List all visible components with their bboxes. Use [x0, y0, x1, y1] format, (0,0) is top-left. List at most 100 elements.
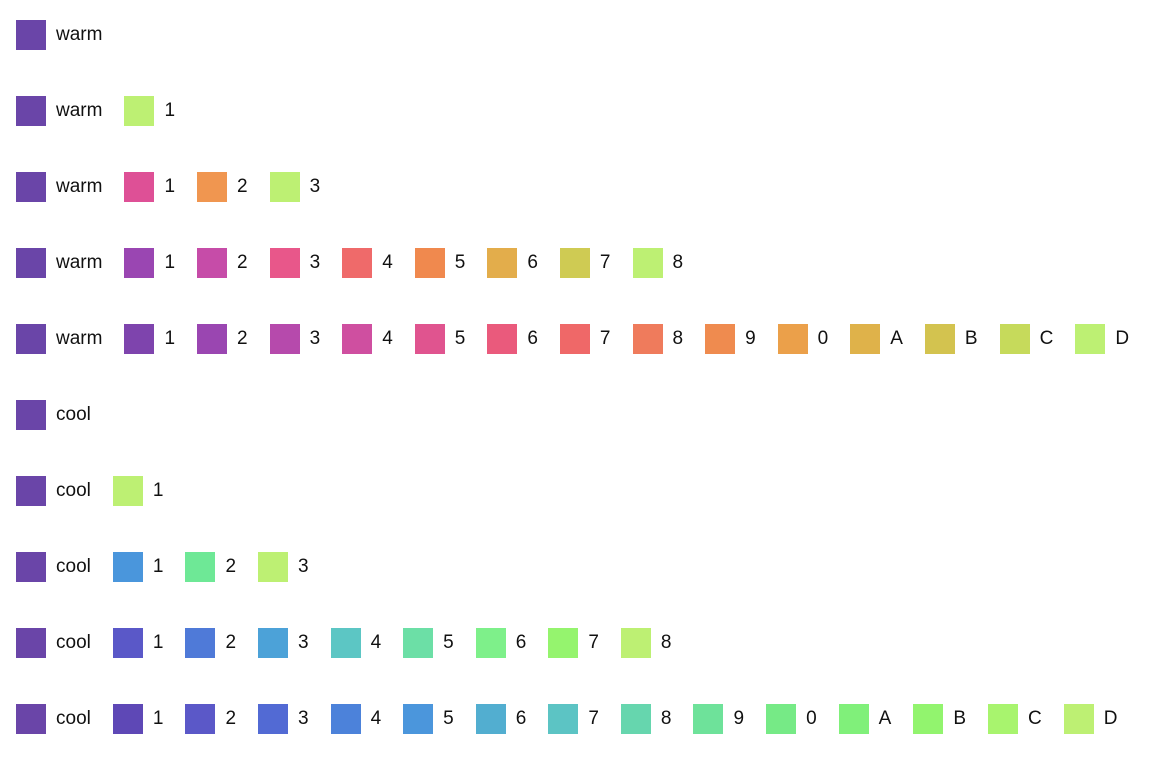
- palette-name-label: cool: [56, 556, 91, 577]
- color-swatch: [197, 324, 228, 354]
- color-step-label: 0: [806, 708, 817, 729]
- color-swatch: [124, 172, 155, 202]
- color-step-item: 3: [269, 248, 320, 278]
- color-step-label: 2: [237, 328, 248, 349]
- swatch-rows: warm warm 1 warm 1 2 3 warm 1 2 3 4 5 6 7 8 warm 1 2 3 4 5 6 7 8…: [16, 20, 1146, 780]
- color-swatch: [258, 704, 289, 734]
- color-step-label: 8: [660, 632, 672, 653]
- color-swatch: [403, 704, 434, 734]
- color-swatch: [548, 704, 579, 734]
- color-step-item: 7: [559, 324, 611, 354]
- color-step-item: 6: [487, 248, 538, 278]
- color-step-label: 1: [152, 480, 164, 501]
- color-step-label: 1: [164, 328, 176, 349]
- color-step-item: 1: [124, 324, 175, 354]
- swatch-row: cool: [16, 400, 1146, 430]
- color-step-item: B: [924, 324, 978, 354]
- color-step-item: 9: [705, 324, 756, 354]
- color-swatch: [487, 324, 518, 354]
- color-step-label: 1: [152, 708, 164, 729]
- color-step-label: 7: [599, 252, 611, 273]
- color-swatch: [16, 704, 46, 734]
- color-step-label: 3: [309, 176, 321, 197]
- palette-name-item: cool: [16, 704, 91, 734]
- color-swatch: [185, 628, 216, 658]
- color-swatch: [913, 704, 944, 734]
- palette-name-label: warm: [56, 176, 103, 197]
- color-swatch: [185, 552, 216, 582]
- color-step-item: 9: [693, 704, 744, 734]
- color-step-item: 2: [185, 552, 236, 582]
- color-step-item: 1: [112, 628, 163, 658]
- color-step-item: 2: [197, 248, 248, 278]
- swatch-row: warm 1 2 3: [16, 172, 1146, 202]
- color-swatch: [1063, 704, 1094, 734]
- color-step-label: C: [1028, 708, 1042, 729]
- color-step-label: 6: [515, 708, 527, 729]
- color-step-label: 8: [660, 708, 672, 729]
- color-step-label: 2: [237, 252, 248, 273]
- color-step-item: 8: [632, 248, 684, 278]
- color-step-item: 3: [258, 704, 309, 734]
- color-swatch: [258, 628, 289, 658]
- color-step-label: 4: [370, 708, 382, 729]
- color-step-item: A: [838, 704, 891, 734]
- color-step-item: 1: [124, 172, 175, 202]
- color-step-label: 1: [164, 100, 176, 121]
- color-step-label: 1: [152, 556, 164, 577]
- color-step-item: 8: [632, 324, 683, 354]
- palette-name-item: cool: [16, 476, 91, 506]
- color-swatch: [403, 628, 434, 658]
- color-step-label: 3: [298, 632, 309, 653]
- color-step-item: 7: [559, 248, 611, 278]
- color-swatch: [632, 324, 663, 354]
- color-swatch: [197, 172, 228, 202]
- color-step-item: C: [988, 704, 1042, 734]
- color-step-label: A: [890, 328, 903, 349]
- swatch-row: cool 1: [16, 476, 1146, 506]
- color-step-item: 4: [330, 704, 382, 734]
- color-step-item: 2: [197, 324, 248, 354]
- color-step-item: 4: [342, 324, 393, 354]
- color-swatch: [16, 248, 46, 278]
- color-step-item: 5: [414, 324, 465, 354]
- color-step-item: 2: [197, 172, 248, 202]
- color-step-item: 8: [620, 628, 672, 658]
- color-swatch: [999, 324, 1030, 354]
- color-swatch: [16, 172, 46, 202]
- palette-name-item: warm: [16, 172, 102, 202]
- color-step-label: 2: [225, 556, 237, 577]
- palette-name-label: cool: [56, 708, 91, 729]
- color-step-label: D: [1103, 708, 1118, 729]
- color-step-label: 4: [370, 632, 382, 653]
- color-step-label: 8: [672, 252, 684, 273]
- color-step-label: 5: [443, 632, 454, 653]
- color-step-label: D: [1115, 328, 1130, 349]
- color-step-item: 4: [342, 248, 393, 278]
- color-swatch: [185, 704, 216, 734]
- color-step-item: 3: [258, 552, 309, 582]
- color-swatch: [850, 324, 881, 354]
- color-step-item: 4: [330, 628, 382, 658]
- palette-name-item: cool: [16, 552, 91, 582]
- color-swatch: [475, 704, 506, 734]
- color-step-label: 1: [164, 252, 176, 273]
- color-swatch: [330, 628, 361, 658]
- color-swatch: [124, 248, 155, 278]
- color-step-item: 1: [124, 96, 175, 126]
- color-step-item: 5: [414, 248, 465, 278]
- color-swatch: [330, 704, 361, 734]
- palette-name-label: warm: [56, 252, 103, 273]
- color-swatch: [16, 476, 46, 506]
- color-swatch: [16, 96, 46, 126]
- palette-name-label: cool: [56, 404, 91, 425]
- color-swatch: [766, 704, 797, 734]
- color-step-label: 6: [515, 632, 527, 653]
- palette-name-item: warm: [16, 96, 102, 126]
- color-step-label: 4: [382, 328, 393, 349]
- color-step-label: 3: [298, 708, 309, 729]
- color-step-item: 1: [112, 704, 164, 734]
- color-step-item: 7: [548, 704, 599, 734]
- color-step-label: 2: [225, 632, 237, 653]
- color-swatch: [414, 324, 445, 354]
